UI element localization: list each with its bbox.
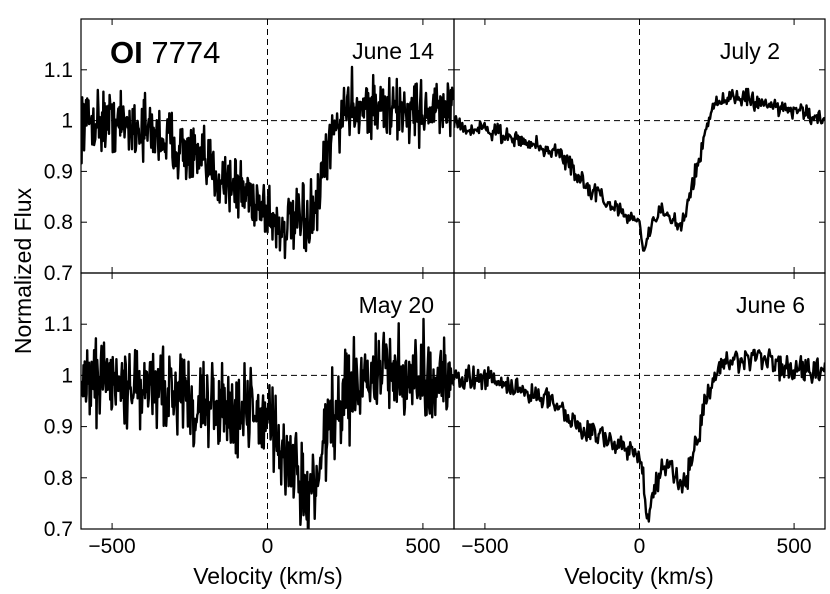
x-tick-label: 500	[777, 535, 812, 558]
panel-date-label: July 2	[720, 38, 780, 64]
y-tick-label: 0.7	[44, 262, 73, 285]
x-tick-label: 500	[405, 535, 440, 558]
y-tick-label: 0.8	[44, 467, 73, 490]
panels-layer: 0.7 0.8 0.9 1 1.1 June 14 July 2 0.7 0.8 0.9 1 1.1 −…	[44, 18, 826, 558]
line-name-bold: OI	[110, 35, 143, 70]
x-tick-label: 0	[262, 535, 274, 558]
y-tick-label: 1.1	[44, 59, 73, 82]
y-tick-label: 0.7	[44, 518, 73, 541]
spectrum-line	[454, 87, 825, 252]
y-tick-label: 0.9	[44, 160, 73, 183]
spectrum-line	[81, 65, 454, 260]
y-tick-label: 0.8	[44, 211, 73, 234]
x-axis-label-left: Velocity (km/s)	[193, 563, 343, 589]
panel-1: 0.7 0.8 0.9 1 1.1 June 14	[44, 18, 455, 285]
panel-2: July 2	[453, 18, 826, 274]
y-tick-label: 1	[61, 364, 73, 387]
y-axis-label: Normalized Flux	[10, 187, 36, 354]
spectrum-line	[454, 348, 825, 523]
y-tick-label: 0.9	[44, 416, 73, 439]
x-axis-label-right: Velocity (km/s)	[564, 563, 714, 589]
panel-date-label: May 20	[359, 292, 434, 318]
x-tick-label: −500	[461, 535, 508, 558]
spectrum-line	[81, 317, 454, 529]
panel-4: −500 0 500 June 6	[453, 272, 826, 558]
panel-date-label: June 14	[352, 38, 434, 64]
x-tick-label: −500	[88, 535, 135, 558]
panel-date-label: June 6	[736, 292, 805, 318]
line-name-label: OI 7774	[110, 35, 220, 70]
x-tick-label: 0	[634, 535, 646, 558]
y-tick-label: 1.1	[44, 313, 73, 336]
y-tick-label: 1	[61, 110, 73, 133]
line-name-rest: 7774	[143, 35, 221, 70]
panel-3: 0.7 0.8 0.9 1 1.1 −500 0 500 May 20	[44, 272, 455, 558]
